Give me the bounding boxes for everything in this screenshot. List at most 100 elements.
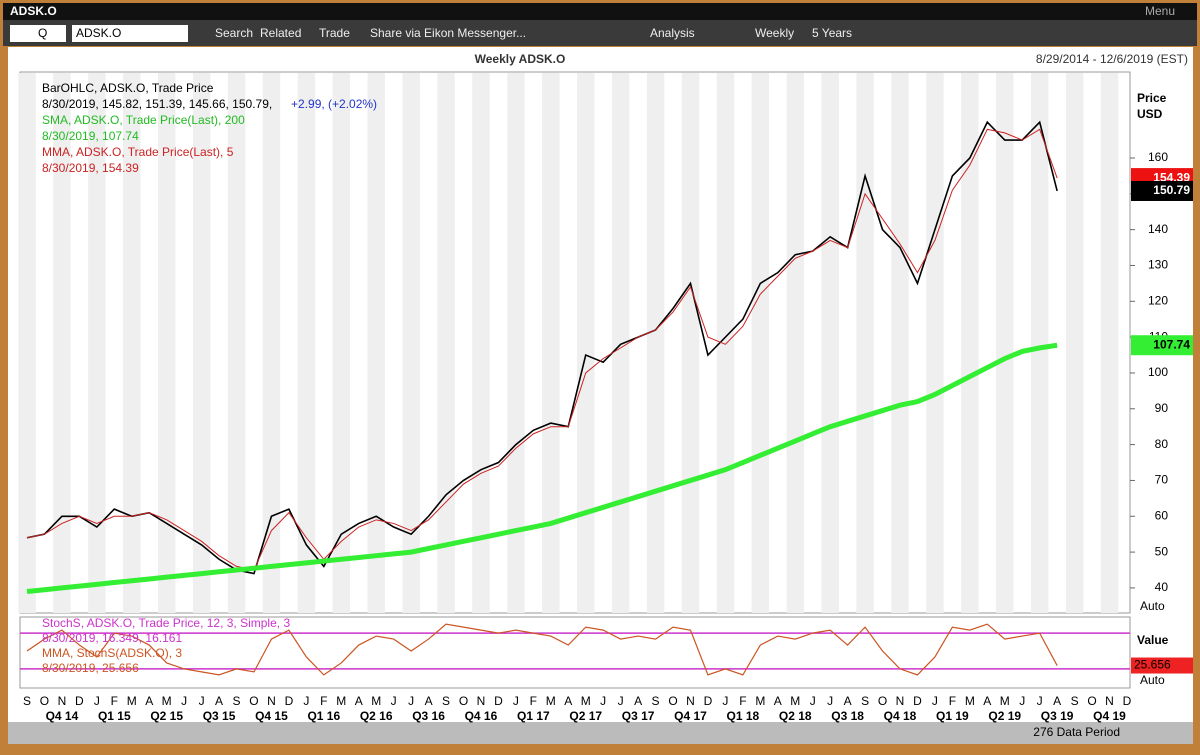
x-quarter-label: Q3 15: [203, 709, 236, 723]
x-month-label: J: [1037, 694, 1043, 708]
x-month-label: M: [1000, 694, 1010, 708]
x-month-label: J: [932, 694, 938, 708]
x-month-label: J: [810, 694, 816, 708]
month-stripe: [716, 73, 735, 613]
x-quarter-label: Q1 17: [517, 709, 550, 723]
x-month-label: A: [564, 694, 572, 708]
month-stripe: [297, 73, 316, 613]
window-title: ADSK.O: [10, 4, 57, 18]
value-badge: [1131, 335, 1193, 356]
x-month-label: J: [513, 694, 519, 708]
month-stripe: [367, 73, 385, 613]
legend-text: 8/30/2019, 145.82, 151.39, 145.66, 150.7…: [42, 97, 272, 111]
q-box[interactable]: [10, 25, 66, 42]
stoch-legend: StochS, ADSK.O, Trade Price, 12, 3, Simp…: [42, 616, 290, 630]
x-month-label: D: [913, 694, 922, 708]
value-badge-label: 25.656: [1134, 658, 1171, 672]
x-quarter-label: Q2 19: [988, 709, 1021, 723]
x-month-label: A: [145, 694, 153, 708]
x-month-label: A: [983, 694, 991, 708]
y-tick-label: 50: [1155, 544, 1169, 558]
x-quarter-label: Q2 16: [360, 709, 393, 723]
toolbar-items: Search Related Trade Share via Eikon Messen…: [215, 26, 852, 40]
x-quarter-label: Q4 16: [465, 709, 498, 723]
x-month-label: D: [285, 694, 294, 708]
x-month-label: M: [755, 694, 765, 708]
stoch-legend: MMA, StochS(ADSK.O), 3: [42, 646, 182, 660]
toolbar-item[interactable]: Trade: [319, 26, 350, 40]
value-badge: [1131, 180, 1193, 201]
value-badge-label: 150.79: [1153, 183, 1190, 197]
x-quarter-label: Q1 16: [307, 709, 340, 723]
stoch-legend: 8/30/2019, 25.656: [42, 661, 139, 675]
toolbar-item[interactable]: Related: [260, 26, 301, 40]
x-month-label: M: [127, 694, 137, 708]
y-tick-label: 90: [1155, 401, 1169, 415]
y-tick-label: 60: [1155, 508, 1169, 522]
month-stripe: [18, 73, 36, 613]
chart-title: Weekly ADSK.O: [475, 52, 566, 66]
month-stripe: [472, 73, 490, 613]
x-quarter-label: Q1 15: [98, 709, 131, 723]
x-month-label: N: [477, 694, 486, 708]
toolbar-item[interactable]: Share via Eikon Messenger...: [370, 26, 526, 40]
y-tick-label: 160: [1148, 150, 1168, 164]
x-month-label: N: [896, 694, 905, 708]
legend-change: +2.99, (+2.02%): [291, 97, 377, 111]
month-stripe: [751, 73, 770, 613]
series-line: [26, 128, 1058, 571]
x-quarter-label: Q2 18: [779, 709, 812, 723]
y-tick-label: 70: [1155, 473, 1169, 487]
stoch-axis-title: Value: [1137, 633, 1169, 647]
month-stripe: [542, 73, 560, 613]
month-stripe: [856, 73, 874, 613]
x-quarter-label: Q4 18: [884, 709, 917, 723]
x-quarter-label: Q1 18: [727, 709, 760, 723]
toolbar-item[interactable]: Analysis: [650, 26, 695, 40]
x-month-label: O: [1087, 694, 1096, 708]
x-month-label: F: [739, 694, 746, 708]
x-month-label: J: [1019, 694, 1025, 708]
title-bar: [3, 3, 1197, 20]
x-month-label: M: [336, 694, 346, 708]
x-month-label: M: [965, 694, 975, 708]
toolbar-item[interactable]: 5 Years: [812, 26, 852, 40]
x-month-label: J: [408, 694, 414, 708]
menu[interactable]: Menu: [1145, 4, 1175, 18]
x-month-label: F: [320, 694, 327, 708]
toolbar-item[interactable]: Search: [215, 26, 253, 40]
legend-text: MMA, ADSK.O, Trade Price(Last), 5: [42, 145, 234, 159]
legend-text: BarOHLC, ADSK.O, Trade Price: [42, 81, 214, 95]
value-badge-label: 154.39: [1153, 170, 1190, 184]
x-quarter-label: Q3 17: [622, 709, 655, 723]
x-month-label: A: [355, 694, 363, 708]
x-month-label: O: [459, 694, 468, 708]
x-month-label: M: [581, 694, 591, 708]
x-quarter-label: Q4 15: [255, 709, 288, 723]
ric-input[interactable]: [72, 25, 188, 42]
x-quarter-label: Q3 19: [1041, 709, 1074, 723]
month-stripe: [821, 73, 839, 613]
x-month-label: J: [600, 694, 606, 708]
status-bar: [8, 722, 1193, 744]
x-month-label: S: [861, 694, 869, 708]
ric: ADSK.O: [76, 26, 121, 40]
y-tick-label: 40: [1155, 580, 1169, 594]
x-month-label: S: [23, 694, 31, 708]
y-axis-unit: USD: [1137, 107, 1163, 121]
stoch-legend: 8/30/2019, 16.349, 16.161: [42, 631, 182, 645]
toolbar-item[interactable]: Weekly: [755, 26, 794, 40]
x-month-label: O: [249, 694, 258, 708]
y-tick-label: 100: [1148, 365, 1168, 379]
x-month-label: S: [652, 694, 660, 708]
x-month-label: D: [1123, 694, 1132, 708]
month-stripe: [1065, 73, 1084, 613]
stripes: [18, 73, 1119, 613]
x-month-label: O: [668, 694, 677, 708]
month-stripe: [611, 73, 630, 613]
month-stripe: [53, 73, 71, 613]
month-stripe: [332, 73, 351, 613]
x-month-label: A: [425, 694, 433, 708]
auto: Auto: [1140, 673, 1165, 687]
month-stripe: [227, 73, 246, 613]
